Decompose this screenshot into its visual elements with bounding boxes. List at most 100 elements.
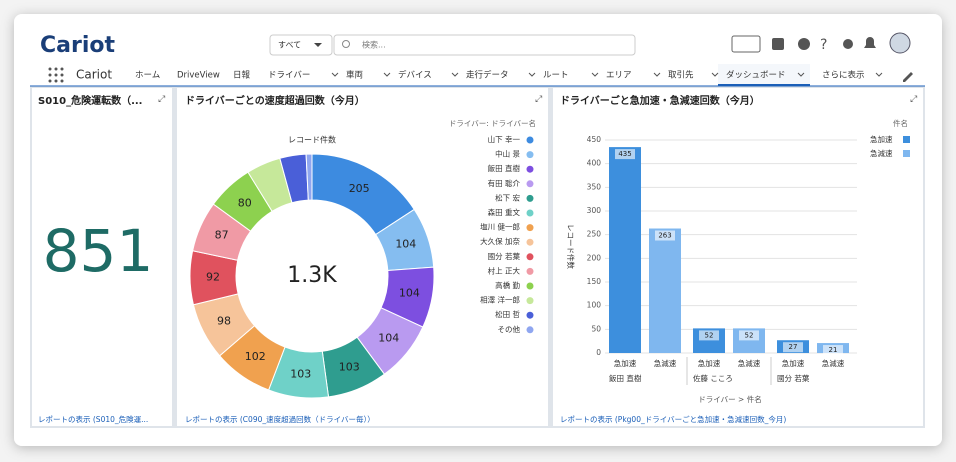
- legend-swatch: [526, 238, 534, 246]
- legend-label: 松下 宏: [495, 192, 520, 202]
- nav-tab[interactable]: 取引先: [668, 70, 694, 81]
- tab-chevron: [653, 72, 661, 77]
- nav-tab[interactable]: エリア: [606, 71, 632, 81]
- bar-label: 21: [829, 346, 838, 354]
- scope: すべて: [278, 41, 301, 50]
- legend-swatch: [526, 267, 534, 275]
- tab-chevron: [528, 72, 536, 77]
- slice-label: 98: [217, 314, 231, 327]
- app-name: Cariot: [76, 68, 112, 82]
- legend-title: 件名: [893, 118, 908, 128]
- nav-tab[interactable]: 車両: [346, 70, 364, 81]
- bar-label-bg: [739, 330, 759, 341]
- panel-footer[interactable]: レポートの表示 (C090_速度超過回数（ドライバー毎））: [185, 414, 375, 424]
- nav-tab[interactable]: 走行データ: [466, 70, 509, 81]
- y-tick-label: 100: [587, 301, 602, 310]
- search-placeholder: 検索...: [362, 40, 386, 50]
- y-tick-label: 200: [587, 253, 602, 262]
- legend-swatch: [526, 282, 534, 290]
- legend-swatch: [526, 224, 534, 232]
- slice-label: 104: [378, 332, 399, 345]
- nav-tab[interactable]: ダッシュボード: [726, 70, 786, 81]
- legend-label: 急減速: [870, 148, 893, 158]
- tab-chevron: [383, 72, 391, 77]
- nav-tab[interactable]: ルート: [543, 71, 569, 81]
- nav-tab[interactable]: さらに表示: [822, 70, 865, 81]
- setup-assist[interactable]: [798, 38, 810, 50]
- x-tick-label: 急加速: [782, 358, 805, 368]
- y-tick-label: 400: [587, 159, 602, 168]
- scope-select[interactable]: [269, 34, 333, 56]
- bell[interactable]: [864, 37, 876, 48]
- y-tick-label: 350: [587, 182, 602, 191]
- chevron: [314, 43, 322, 47]
- bar-label-bg: [615, 149, 635, 160]
- legend-swatch: [526, 297, 534, 305]
- legend-swatch: [526, 311, 534, 319]
- donut-slice: [305, 153, 313, 201]
- bar-label-bg: [823, 345, 843, 356]
- add[interactable]: [772, 38, 784, 50]
- legend-title: ドライバー: ドライバー名: [449, 118, 536, 128]
- chart-label: レコード件数: [288, 135, 336, 145]
- legend-swatch: [526, 209, 534, 217]
- y-tick-label: 0: [596, 348, 601, 357]
- legend-swatch: [526, 253, 534, 261]
- panel-footer[interactable]: レポートの表示 (Pkg00_ドライバーごと急加速・急減速回数_今月): [560, 414, 786, 424]
- y-tick-label: 450: [587, 135, 602, 144]
- x-tick-label: 急減速: [654, 358, 677, 368]
- legend-label: 飯田 直樹: [488, 163, 521, 173]
- bar-label: 52: [745, 331, 754, 339]
- bar-label: 52: [705, 331, 714, 339]
- y-tick-label: 300: [587, 206, 602, 215]
- legend-label: 塩川 健一郎: [480, 222, 520, 232]
- tab-chevron: [875, 72, 883, 77]
- legend-label: その他: [498, 324, 521, 334]
- nav-tab[interactable]: ホーム: [135, 71, 160, 81]
- tab-chevron: [797, 72, 805, 77]
- expand-icon: ⤢: [157, 95, 165, 105]
- panel-title: ドライバーごとの速度超過回数（今月）: [185, 94, 365, 107]
- bar: [649, 228, 681, 353]
- nav-tab[interactable]: DriveView: [177, 71, 220, 81]
- nav-tab[interactable]: 日報: [233, 71, 251, 81]
- help-icon[interactable]: ?: [820, 37, 827, 53]
- slice-label: 104: [395, 237, 416, 250]
- legend-label: 村上 正大: [488, 265, 521, 275]
- active-tab-bar: [718, 84, 810, 86]
- tab-chevron: [591, 72, 599, 77]
- bar-label: 263: [658, 232, 671, 240]
- nav-tab[interactable]: ドライバー: [268, 71, 310, 81]
- x-tick-label: 急減速: [822, 358, 845, 368]
- edit-nav[interactable]: [903, 72, 913, 82]
- panel: [32, 88, 172, 426]
- panel-title: ドライバーごと急加速・急減速回数（今月）: [560, 94, 760, 107]
- bar-label-bg: [699, 330, 719, 341]
- avatar[interactable]: [889, 32, 911, 54]
- legend-label: 中山 景: [495, 149, 520, 159]
- panel-footer[interactable]: レポートの表示 (S010_危険運...: [38, 414, 148, 424]
- favorites[interactable]: [731, 35, 761, 53]
- legend-swatch: [526, 194, 534, 202]
- tab-chevron: [451, 72, 459, 77]
- bar-label-bg: [655, 230, 675, 241]
- legend-swatch: [526, 326, 534, 334]
- expand-icon: ⤢: [534, 95, 542, 105]
- expand-icon: ⤢: [909, 95, 917, 105]
- group-label: 飯田 直樹: [609, 373, 642, 383]
- logo: Cariot: [40, 33, 115, 58]
- tab-chevron: [331, 72, 339, 77]
- tab-chevron: [711, 72, 719, 77]
- bar-label-bg: [783, 342, 803, 353]
- panel-title: S010_危険運転数（...: [38, 94, 142, 107]
- slice-label: 87: [215, 229, 229, 242]
- header-icons: ?: [731, 32, 911, 54]
- search-icon: [342, 40, 350, 48]
- app-launcher[interactable]: [48, 67, 64, 83]
- settings[interactable]: [843, 39, 853, 49]
- legend-swatch: [526, 165, 534, 173]
- search-box[interactable]: [333, 34, 636, 56]
- legend-swatch: [903, 136, 910, 143]
- slice-label: 103: [339, 361, 360, 374]
- nav-tab[interactable]: デバイス: [398, 70, 432, 81]
